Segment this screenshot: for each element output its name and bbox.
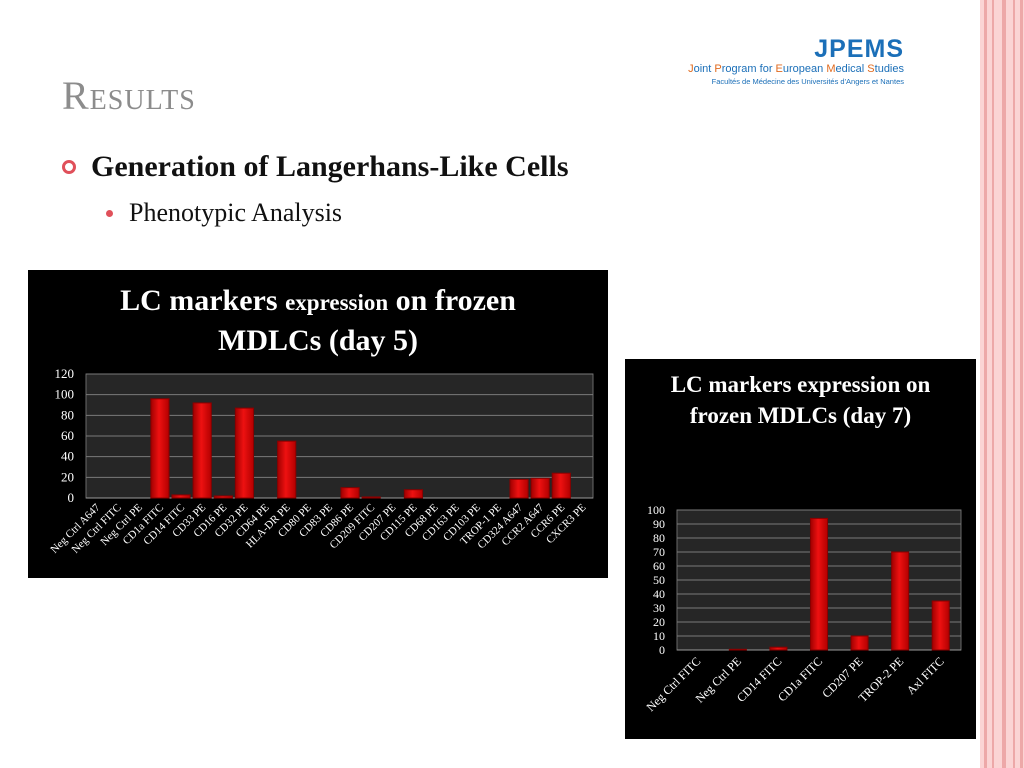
x-tick-label: Neg Ctrl FITC [644,654,704,714]
bar [850,635,869,651]
chart-title-day5: LC markers expression on frozen MDLCs (d… [120,284,516,357]
bar [809,517,829,651]
bullet-level-2: Phenotypic Analysis [106,198,342,228]
dot-bullet-icon [106,209,113,217]
y-tick-label: 20 [61,469,74,484]
y-tick-label: 60 [61,428,74,443]
y-tick-label: 80 [61,407,74,422]
bar [192,402,212,499]
logo-faculty-line: Facultés de Médecine des Universités d'A… [711,77,904,86]
ring-bullet-icon [62,160,76,174]
x-tick-label: CD1a FITC [775,654,825,704]
jpems-logo: JPEMS Joint Program for European Medical… [664,36,904,88]
bar [171,494,191,499]
bar [728,648,747,651]
bullet-level-2-text: Phenotypic Analysis [129,198,343,227]
y-tick-label: 100 [647,503,665,517]
y-tick-label: 30 [653,601,665,615]
y-tick-label: 20 [653,615,665,629]
chart-title-day7: LC markers expression on frozen MDLCs (d… [670,372,931,428]
logo-wordmark: JPEMS [814,35,904,63]
y-tick-label: 80 [653,531,665,545]
y-tick-label: 70 [653,545,665,559]
slide-title: Results [62,73,196,118]
bar [551,472,571,499]
bar [769,646,788,651]
y-tick-label: 120 [55,366,75,381]
y-tick-label: 10 [653,629,665,643]
bar [277,440,297,499]
y-tick-label: 40 [61,449,74,464]
decorative-stripes [980,0,1024,768]
bullet-level-1: Generation of Langerhans-Like Cells [62,150,569,184]
y-tick-label: 90 [653,517,665,531]
bar [340,487,360,499]
bar [931,600,950,651]
bullet-level-1-text: Generation of Langerhans-Like Cells [91,150,569,183]
bar [891,551,910,651]
logo-subtitle: Joint Program for European Medical Studi… [688,63,904,75]
y-tick-label: 50 [653,573,665,587]
y-tick-label: 60 [653,559,665,573]
y-tick-label: 0 [68,490,75,505]
bar [213,495,233,499]
y-tick-label: 100 [55,387,75,402]
y-tick-label: 0 [659,643,665,657]
bar [361,496,381,499]
bar [234,407,255,499]
bar [530,477,550,499]
chart-panel-day7: LC markers expression on frozen MDLCs (d… [625,359,976,739]
chart-panel-day5: LC markers expression on frozen MDLCs (d… [28,270,608,578]
bar [509,478,529,499]
bar [403,489,424,499]
bar [150,398,170,499]
y-tick-label: 40 [653,587,665,601]
x-tick-label: Axl FITC [904,654,947,697]
